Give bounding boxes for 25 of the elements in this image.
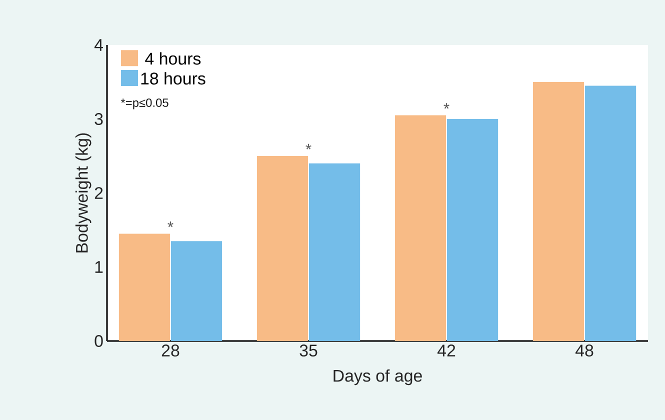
annotation: *=p≤0.05 (120, 98, 168, 110)
bar (309, 163, 360, 341)
y-tick-label: 3 (94, 113, 103, 125)
bar (118, 234, 170, 341)
x-axis-title: Days of age (334, 369, 422, 386)
y-tick-label: 0 (94, 335, 103, 347)
bar (532, 82, 584, 341)
bar (256, 156, 308, 341)
legend-label: 18 hours (141, 72, 206, 85)
x-tick-label: 28 (162, 344, 180, 357)
bar (394, 115, 446, 341)
bar (585, 86, 636, 341)
bar (447, 119, 498, 341)
legend-label: 4 hours (145, 52, 201, 65)
annotation: * (168, 222, 174, 228)
y-tick-label: 2 (94, 187, 103, 199)
y-tick-label: 4 (94, 39, 103, 51)
annotation: * (444, 103, 450, 109)
x-tick-label: 42 (437, 344, 456, 356)
x-tick-label: 35 (300, 344, 318, 357)
y-axis-title: Bodyweight (kg) (75, 133, 92, 252)
x-tick-label: 48 (575, 344, 594, 357)
bar (170, 241, 222, 341)
annotation: * (306, 144, 312, 150)
y-tick-label: 1 (95, 261, 103, 273)
